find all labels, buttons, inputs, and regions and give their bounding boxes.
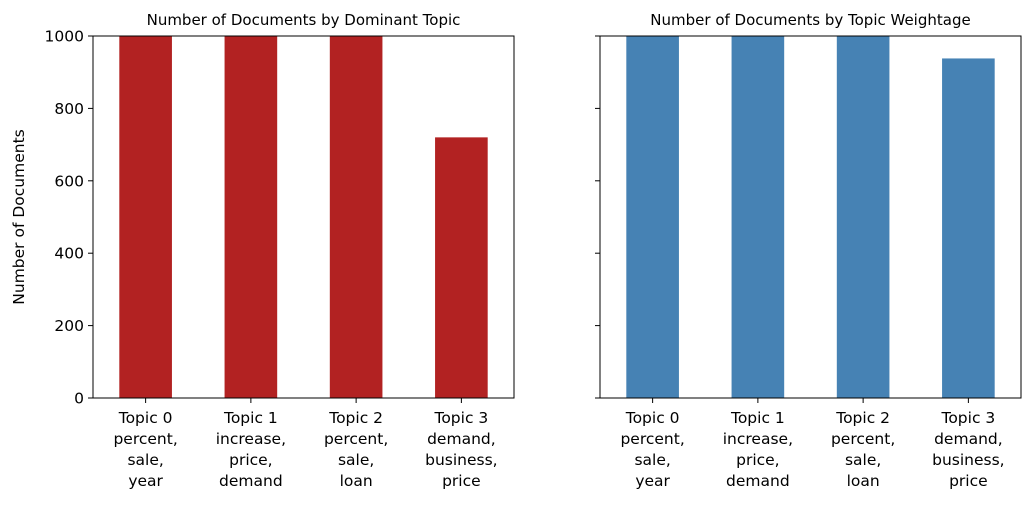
bar	[731, 36, 785, 398]
x-tick-label-line: loan	[340, 472, 373, 490]
chart-title: Number of Documents by Topic Weightage	[650, 11, 970, 29]
y-tick-label: 1000	[45, 28, 84, 46]
bar	[435, 137, 488, 399]
x-tick-label-line: increase,	[723, 430, 793, 448]
x-tick-label-line: Topic 2	[835, 409, 890, 427]
x-tick-label-line: demand	[219, 472, 283, 490]
chart-title: Number of Documents by Dominant Topic	[147, 11, 461, 29]
x-tick-label-line: Topic 0	[625, 409, 680, 427]
bar	[836, 36, 890, 398]
x-tick-label-line: Topic 0	[118, 409, 173, 427]
x-tick-label-line: loan	[847, 472, 880, 490]
x-tick-label: Topic 1 increase, price, demand	[216, 409, 286, 490]
x-tick-label-line: percent,	[620, 430, 684, 448]
x-tick-label-line: Topic 3	[433, 409, 488, 427]
x-tick-label: Topic 0 percent, sale, year	[620, 409, 684, 490]
y-tick-label: 800	[54, 100, 84, 118]
x-tick-label-line: price	[442, 472, 481, 490]
x-tick-label-line: price,	[736, 451, 780, 469]
y-tick-label: 600	[54, 172, 84, 190]
x-tick-label-line: sale,	[845, 451, 881, 469]
x-tick-label-line: business,	[425, 451, 497, 469]
x-tick-label-line: price	[949, 472, 988, 490]
x-tick-label-line: demand,	[934, 430, 1003, 448]
x-tick-label-line: Topic 1	[223, 409, 278, 427]
x-tick-label-line: increase,	[216, 430, 286, 448]
x-tick-label-line: Topic 1	[730, 409, 785, 427]
bar	[119, 36, 172, 398]
y-tick-label: 0	[74, 390, 84, 408]
x-tick-label-line: business,	[932, 451, 1004, 469]
x-tick-label-line: percent,	[113, 430, 177, 448]
plot-frame	[92, 35, 515, 399]
y-tick-label: 400	[54, 245, 84, 263]
x-tick-label: Topic 3 demand, business, price	[932, 409, 1004, 490]
x-tick-label: Topic 0 percent, sale, year	[113, 409, 177, 490]
x-tick-label-line: Topic 2	[328, 409, 383, 427]
x-tick-label-line: year	[635, 472, 670, 490]
bar	[942, 58, 995, 398]
x-tick-label: Topic 1 increase, price, demand	[723, 409, 793, 490]
chart-panel-0: 0 200 400 600 800 1000 Topic 0 percent, sale, yea…	[10, 11, 515, 490]
x-tick-label-line: year	[128, 472, 163, 490]
x-tick-label: Topic 2 percent, sale, loan	[831, 409, 895, 490]
bar	[626, 36, 679, 398]
x-tick-label: Topic 3 demand, business, price	[425, 409, 497, 490]
x-tick-label-line: sale,	[634, 451, 670, 469]
x-tick-label-line: demand,	[427, 430, 496, 448]
x-tick-label-line: sale,	[127, 451, 163, 469]
x-tick-label-line: sale,	[338, 451, 374, 469]
plot-frame	[599, 35, 1022, 399]
x-tick-label-line: price,	[229, 451, 273, 469]
chart-panel-1: Topic 0 percent, sale, year Topic 1 increase,…	[595, 11, 1022, 490]
x-tick-label-line: percent,	[324, 430, 388, 448]
x-tick-label-line: percent,	[831, 430, 895, 448]
x-tick-label-line: Topic 3	[940, 409, 995, 427]
y-tick-label: 200	[54, 317, 84, 335]
bar	[329, 36, 383, 398]
y-axis-label: Number of Documents	[10, 129, 28, 304]
bar	[224, 36, 278, 398]
x-tick-label-line: demand	[726, 472, 790, 490]
x-tick-label: Topic 2 percent, sale, loan	[324, 409, 388, 490]
